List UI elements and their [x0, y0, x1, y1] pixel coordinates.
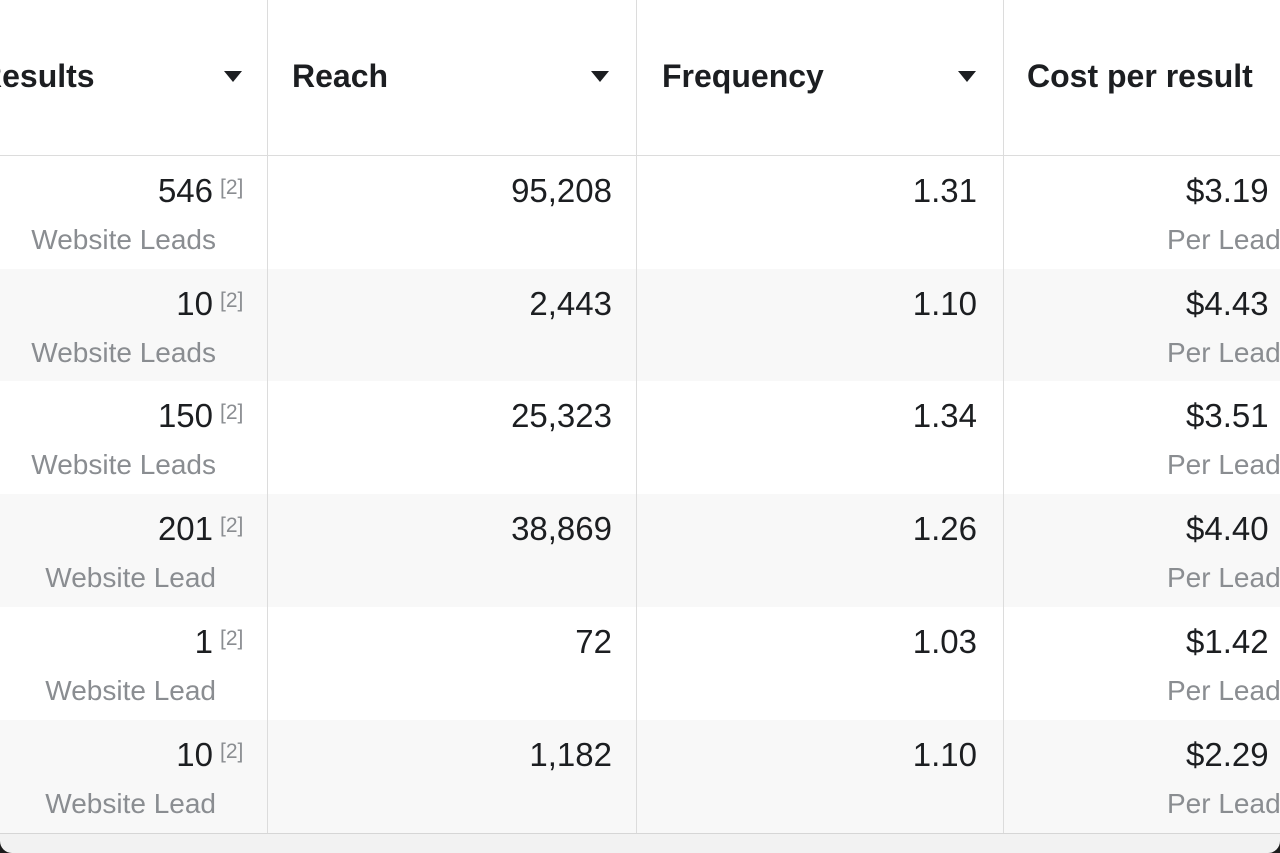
cost-type: Per Lead	[1167, 224, 1280, 255]
sort-caret[interactable]	[224, 71, 242, 82]
result-type: Website Lead	[45, 562, 216, 594]
results-value: 201	[157, 510, 213, 548]
frequency-value: 1.26	[912, 510, 977, 548]
cost-value: $2.29	[1186, 735, 1269, 773]
reach-value: 25,323	[511, 397, 612, 435]
column-header[interactable]: Results	[0, 0, 267, 156]
cost-value: $3.51	[1186, 397, 1269, 435]
column-header[interactable]: Cost per result	[1003, 0, 1280, 156]
results-note: [2]	[220, 626, 244, 650]
reach-value: 1,182	[529, 735, 612, 773]
cost-type: Per Lead	[1167, 336, 1280, 368]
results-note: [2]	[220, 514, 244, 538]
cost-type: Per Lead	[1167, 674, 1280, 706]
header-title: Results	[0, 58, 95, 94]
result-type: Website Leads	[31, 336, 216, 368]
result-type: Website Leads	[31, 449, 216, 481]
column-divider	[1003, 0, 1004, 833]
result-type: Website Lead	[45, 674, 216, 706]
cost-type: Per Lead	[1167, 449, 1280, 481]
table-row: 10 [2] Website Lead 1,182 1.10 $2.29 Per Lead	[0, 719, 1280, 833]
table-row: 201 [2] Website Lead 38,869 1.26 $4.40 Per Lea…	[0, 494, 1280, 608]
table-row: 546 [2] Website Leads 95,208 1.31 $3.19 Per Le…	[0, 156, 1280, 269]
frequency-value: 1.10	[912, 735, 977, 773]
results-value: 10	[176, 735, 213, 773]
results-value: 1	[194, 622, 213, 660]
sort-caret[interactable]	[958, 71, 976, 82]
column-divider	[636, 0, 637, 833]
result-type: Website Leads	[31, 224, 216, 255]
result-type: Website Lead	[45, 787, 216, 819]
cost-value: $4.40	[1186, 510, 1269, 548]
header-title: Cost per result	[1027, 58, 1253, 94]
column-divider	[267, 0, 268, 833]
results-note: [2]	[220, 401, 244, 425]
header-title: Frequency	[662, 58, 824, 94]
reach-value: 72	[575, 622, 612, 660]
table-row: 1 [2] Website Lead 72 1.03 $1.42 Per Lead	[0, 606, 1280, 720]
results-value: 150	[157, 397, 213, 435]
frequency-value: 1.34	[912, 397, 977, 435]
reach-value: 2,443	[529, 284, 612, 322]
frequency-value: 1.10	[912, 284, 977, 322]
table-bottom-border	[0, 833, 1280, 834]
cost-type: Per Lead	[1167, 787, 1280, 819]
results-note: [2]	[220, 739, 244, 763]
table-row: 10 [2] Website Leads 2,443 1.10 $4.43 Per Lead	[0, 268, 1280, 382]
reach-value: 38,869	[511, 510, 612, 548]
results-note: [2]	[220, 176, 244, 199]
cost-value: $1.42	[1186, 622, 1269, 660]
cost-value: $4.43	[1186, 284, 1269, 322]
sort-caret[interactable]	[591, 71, 609, 82]
header-title: Reach	[292, 58, 389, 94]
cost-type: Per Lead	[1167, 562, 1280, 594]
results-value: 546	[157, 172, 213, 209]
frequency-value: 1.03	[912, 622, 977, 660]
column-header[interactable]: Reach	[267, 0, 636, 156]
cost-value: $3.19	[1186, 172, 1269, 209]
reach-value: 95,208	[511, 172, 612, 209]
results-note: [2]	[220, 288, 244, 312]
table-row: 150 [2] Website Leads 25,323 1.34 $3.51 Per Le…	[0, 381, 1280, 495]
results-value: 10	[176, 284, 213, 322]
column-header[interactable]: Frequency	[636, 0, 1003, 156]
frequency-value: 1.31	[912, 172, 977, 209]
